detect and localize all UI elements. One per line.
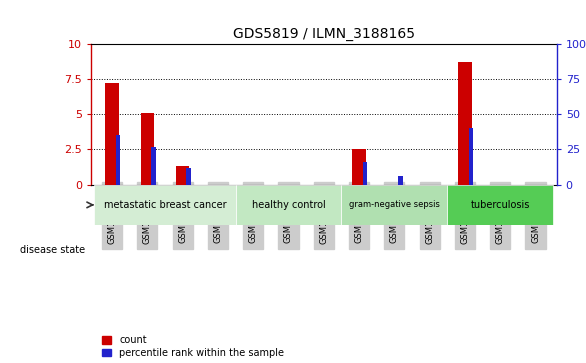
Text: healthy control: healthy control — [251, 200, 325, 210]
Legend: count, percentile rank within the sample: count, percentile rank within the sample — [101, 335, 284, 358]
Text: gram-negative sepsis: gram-negative sepsis — [349, 200, 440, 209]
Text: metastatic breast cancer: metastatic breast cancer — [104, 200, 226, 210]
Bar — [186, 168, 191, 185]
Bar — [352, 150, 366, 185]
Bar — [398, 176, 403, 185]
Bar — [363, 162, 367, 185]
Bar — [141, 113, 154, 185]
Bar — [176, 166, 189, 185]
Bar — [116, 135, 120, 185]
Bar — [447, 185, 553, 225]
Bar — [458, 62, 472, 185]
Bar — [342, 185, 447, 225]
Title: GDS5819 / ILMN_3188165: GDS5819 / ILMN_3188165 — [233, 27, 415, 41]
Text: tuberculosis: tuberculosis — [471, 200, 530, 210]
Bar — [236, 185, 342, 225]
Bar — [469, 128, 473, 185]
Bar — [105, 83, 119, 185]
Bar — [94, 185, 236, 225]
Bar — [151, 147, 156, 185]
Text: disease state: disease state — [20, 245, 85, 256]
